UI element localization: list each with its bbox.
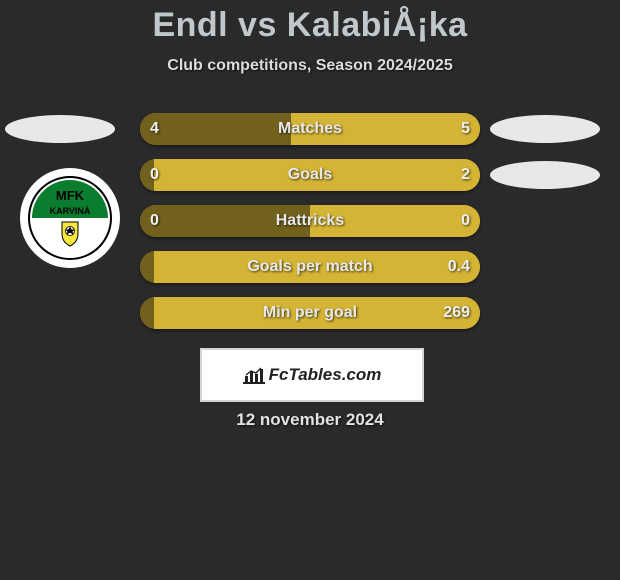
stat-label: Min per goal bbox=[140, 297, 480, 329]
page-subtitle: Club competitions, Season 2024/2025 bbox=[0, 57, 620, 75]
player-left-ellipse bbox=[5, 115, 115, 143]
player-right-ellipse bbox=[490, 115, 600, 143]
source-logo: FcTables.com bbox=[243, 365, 382, 385]
stat-row: 45Matches bbox=[0, 113, 620, 145]
update-date: 12 november 2024 bbox=[0, 410, 620, 430]
player-right-ellipse bbox=[490, 161, 600, 189]
page-title: Endl vs KalabiÅ¡ka bbox=[0, 0, 620, 45]
stat-label: Matches bbox=[140, 113, 480, 145]
club-badge: MFK KARVINÁ bbox=[20, 168, 120, 268]
stat-label: Goals per match bbox=[140, 251, 480, 283]
chart-icon bbox=[243, 366, 265, 384]
stat-label: Goals bbox=[140, 159, 480, 191]
stat-label: Hattricks bbox=[140, 205, 480, 237]
badge-text-bottom: KARVINÁ bbox=[50, 206, 91, 216]
badge-text-top: MFK bbox=[56, 188, 85, 203]
comparison-widget: Endl vs KalabiÅ¡ka Club competitions, Se… bbox=[0, 0, 620, 580]
club-badge-svg: MFK KARVINÁ bbox=[28, 176, 112, 260]
stat-row: 269Min per goal bbox=[0, 297, 620, 329]
source-logo-text: FcTables.com bbox=[269, 365, 382, 385]
source-logo-box[interactable]: FcTables.com bbox=[200, 348, 424, 402]
